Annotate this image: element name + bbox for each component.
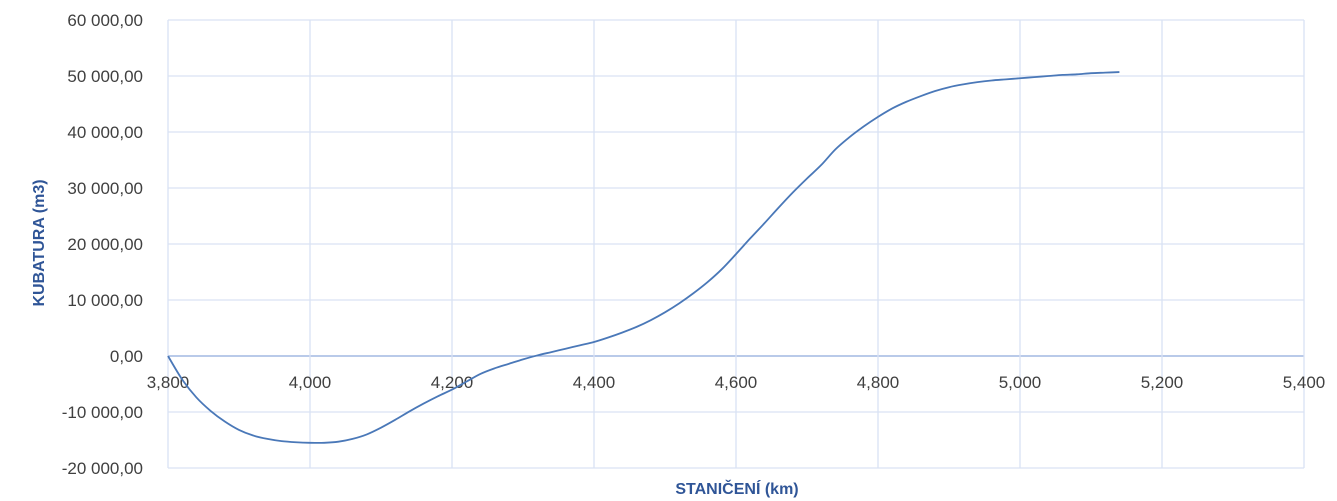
- x-tick-label: 5,000: [999, 373, 1042, 392]
- x-axis-title: STANIČENÍ (km): [675, 479, 798, 498]
- y-axis-title: KUBATURA (m3): [31, 179, 48, 306]
- x-tick-label: 5,400: [1283, 373, 1326, 392]
- y-tick-label: 40 000,00: [67, 123, 143, 142]
- y-tick-label: 60 000,00: [67, 11, 143, 30]
- y-tick-label: -10 000,00: [62, 403, 143, 422]
- x-tick-label: 3,800: [147, 373, 190, 392]
- series-line-0: [167, 71, 1120, 444]
- x-tick-label: 4,800: [857, 373, 900, 392]
- x-tick-label: 4,400: [573, 373, 616, 392]
- x-tick-label: 4,600: [715, 373, 758, 392]
- y-tick-label: 30 000,00: [67, 179, 143, 198]
- x-tick-label: 4,000: [289, 373, 332, 392]
- y-axis-tick-labels: 60 000,00 50 000,00 40 000,00 30 000,00 20 0…: [62, 11, 143, 478]
- y-tick-label: 50 000,00: [67, 67, 143, 86]
- y-tick-label: 20 000,00: [67, 235, 143, 254]
- x-tick-label: 5,200: [1141, 373, 1184, 392]
- x-tick-label: 4,200: [431, 373, 474, 392]
- y-tick-label: 10 000,00: [67, 291, 143, 310]
- y-tick-label: -20 000,00: [62, 459, 143, 478]
- x-axis-tick-labels: 3,800 4,000 4,200 4,400 4,600 4,800 5,000 5,200…: [147, 373, 1326, 392]
- grid-lines: [167, 19, 1305, 469]
- series-layer: [167, 71, 1120, 444]
- y-tick-label: 0,00: [110, 347, 143, 366]
